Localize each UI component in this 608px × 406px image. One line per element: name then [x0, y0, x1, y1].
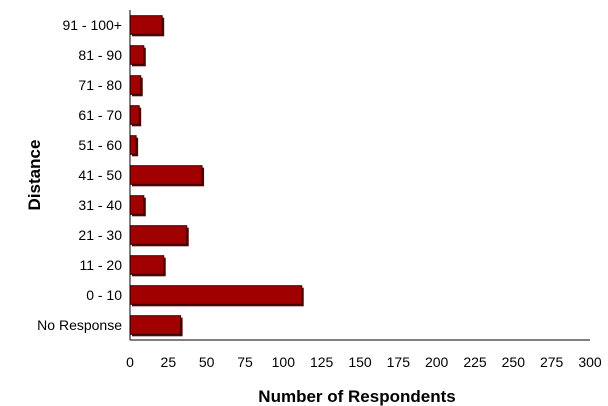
bar — [129, 45, 145, 65]
x-tick-label: 0 — [126, 354, 134, 370]
bar — [129, 15, 163, 35]
y-tick-label: 61 - 70 — [78, 107, 122, 123]
bar — [129, 315, 182, 335]
x-axis-title: Number of Respondents — [258, 387, 455, 406]
y-tick-label: 0 - 10 — [86, 287, 122, 303]
y-tick-label: 21 - 30 — [78, 227, 122, 243]
y-tick-label: 91 - 100+ — [62, 17, 122, 33]
bar — [129, 75, 142, 95]
x-tick-label: 25 — [161, 354, 177, 370]
bar — [129, 105, 140, 125]
y-tick-labels: No Response 0 - 10 11 - 20 21 - 30 31 - 40 41… — [37, 17, 122, 333]
bar — [129, 135, 137, 155]
x-tick-label: 75 — [237, 354, 253, 370]
x-tick-labels: 0 25 50 75 100 125 150 175 200 225 250 275 300 — [126, 354, 602, 370]
x-tick-label: 225 — [463, 354, 487, 370]
bar — [129, 195, 145, 215]
x-tick-label: 300 — [578, 354, 602, 370]
y-axis-title: Distance — [25, 140, 44, 211]
bars-group — [129, 15, 304, 337]
y-tick-label: 71 - 80 — [78, 77, 122, 93]
x-tick-label: 250 — [502, 354, 526, 370]
y-tick-label: 51 - 60 — [78, 137, 122, 153]
x-tick-label: 175 — [387, 354, 411, 370]
x-tick-label: 50 — [199, 354, 215, 370]
bar — [129, 285, 303, 305]
x-tick-label: 125 — [310, 354, 334, 370]
y-tick-label: No Response — [37, 317, 122, 333]
x-tick-label: 150 — [348, 354, 372, 370]
x-tick-label: 275 — [540, 354, 564, 370]
bar — [129, 165, 203, 185]
bar — [129, 255, 165, 275]
y-tick-label: 31 - 40 — [78, 197, 122, 213]
bar — [129, 225, 188, 245]
y-tick-label: 41 - 50 — [78, 167, 122, 183]
y-tick-label: 81 - 90 — [78, 47, 122, 63]
x-tick-label: 200 — [425, 354, 449, 370]
x-tick-label: 100 — [272, 354, 296, 370]
y-tick-label: 11 - 20 — [79, 257, 122, 273]
